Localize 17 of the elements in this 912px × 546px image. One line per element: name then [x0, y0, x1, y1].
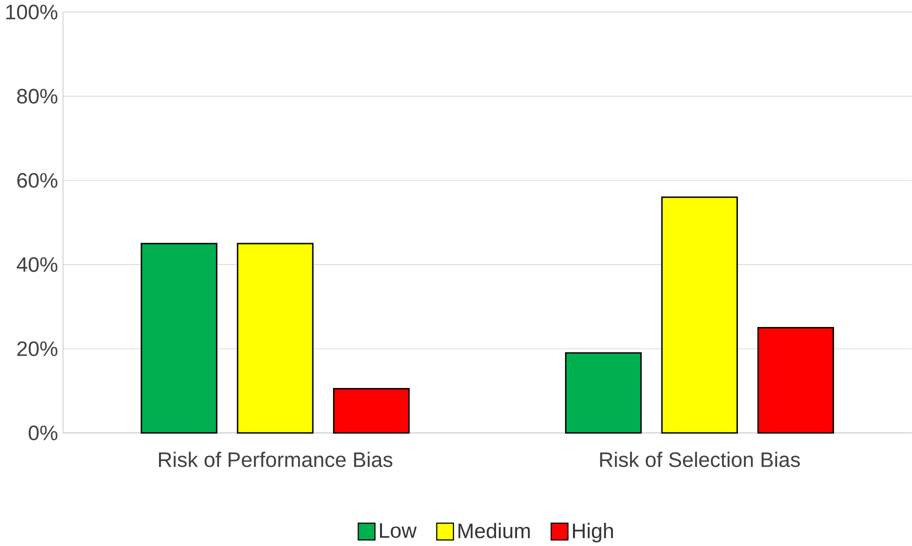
legend-label: Low: [380, 523, 417, 538]
bar: [236, 242, 314, 434]
bar: [757, 327, 834, 434]
y-tick-label: 40%: [16, 257, 58, 272]
legend-label: High: [572, 523, 613, 543]
y-tick-label: 100%: [6, 4, 58, 20]
bar: [565, 352, 642, 434]
x-tick-label: Risk of Performance Bias: [159, 452, 392, 468]
bar: [661, 196, 738, 434]
bar: [333, 388, 410, 434]
x-tick-label: Risk of Selection Bias: [600, 452, 800, 468]
y-tick-label: 60%: [17, 173, 58, 188]
y-tick-label: 0%: [28, 426, 58, 440]
y-tick-label: 80%: [17, 88, 58, 104]
y-tick-label: 20%: [17, 341, 58, 356]
legend-label: Medium: [458, 523, 530, 538]
bar: [140, 242, 218, 434]
